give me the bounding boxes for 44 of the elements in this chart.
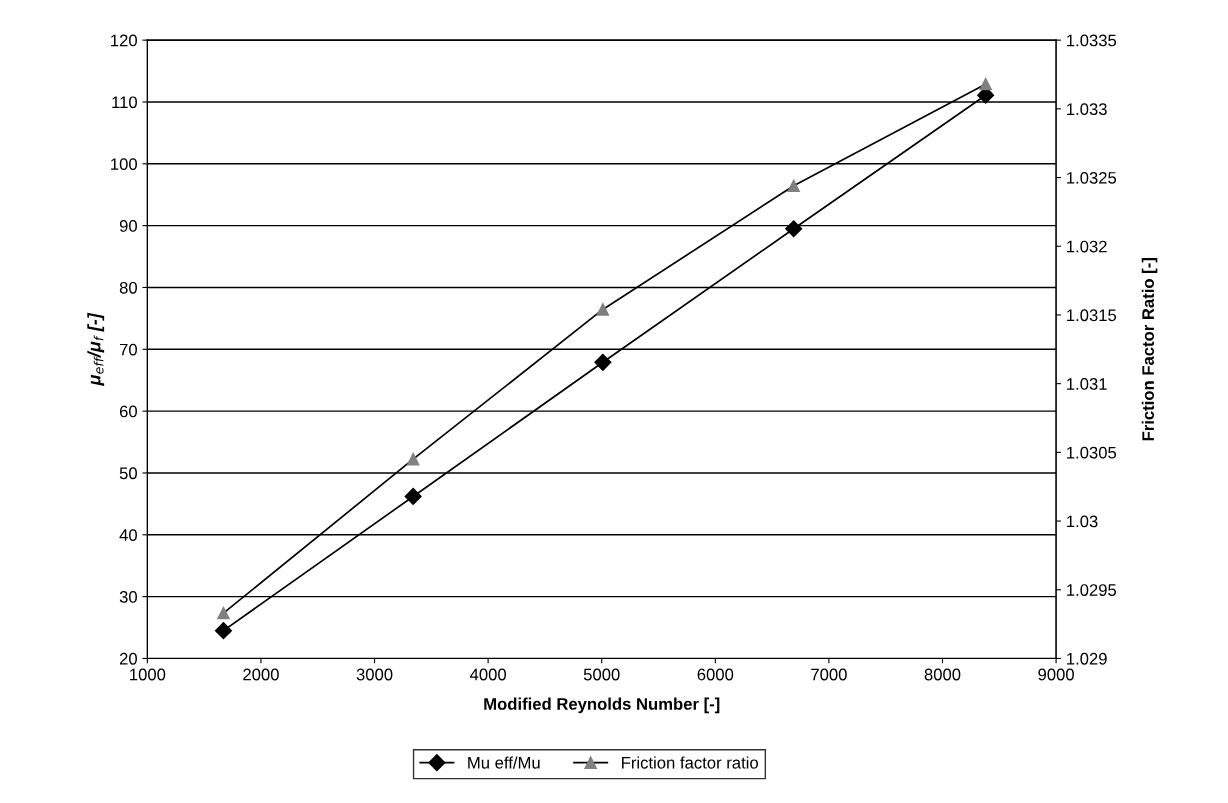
point [787, 179, 800, 193]
point [596, 303, 610, 316]
y2-tick-label: 1.032 [1067, 240, 1107, 253]
y2-tick-label: 1.0325 [1067, 171, 1117, 184]
y2-tick-label: 1.0315 [1067, 309, 1117, 322]
y-tick-label: 90 [119, 220, 137, 232]
point [214, 622, 233, 640]
x-tick-label: 9000 [1038, 668, 1074, 681]
y2-tick-label: 1.0305 [1067, 446, 1117, 459]
x-tick-label: 4000 [469, 668, 507, 681]
x-tick-label: 8000 [924, 668, 961, 681]
y2-tick-label: 1.029 [1067, 652, 1107, 665]
x-tick-label: 7000 [811, 668, 847, 681]
y-tick-label: 70 [119, 343, 137, 356]
x-tick-label: 1000 [130, 668, 166, 681]
legend-label: Friction factor ratio [622, 756, 758, 769]
y-tick-label: 100 [111, 158, 137, 171]
y-tick-label: 60 [119, 405, 137, 418]
y2-tick-label: 1.03 [1067, 515, 1098, 528]
y2-axis-title: Friction Factor Ratio [-] [1141, 258, 1158, 441]
y-axis-title: μ$_{eff}$/μ$_{f}$ [-] [87, 312, 105, 386]
point [979, 77, 992, 91]
y2-tick-label: 1.0295 [1067, 584, 1117, 596]
point [217, 606, 230, 620]
y-tick-label: 50 [119, 467, 137, 480]
x-tick-label: 3000 [356, 668, 393, 681]
point [404, 487, 422, 506]
y-tick-label: 40 [119, 529, 137, 541]
point [785, 220, 803, 238]
x-tick-label: 2000 [243, 668, 279, 681]
y-tick-label: 110 [112, 96, 137, 109]
y2-tick-label: 1.0335 [1067, 34, 1117, 47]
x-axis-title: Modified Reynolds Number [-] [484, 697, 720, 714]
point [406, 452, 420, 466]
y-tick-label: 120 [111, 34, 137, 47]
y2-tick-label: 1.031 [1067, 378, 1107, 390]
y-tick-label: 30 [119, 591, 137, 603]
y2-tick-label: 1.033 [1067, 103, 1107, 116]
x-tick-label: 6000 [697, 668, 734, 681]
x-tick-label: 5000 [583, 668, 620, 681]
y-tick-label: 80 [119, 281, 137, 294]
point [594, 353, 612, 371]
legend-label: Mu eff/Mu [468, 756, 540, 769]
y-tick-label: 20 [119, 652, 137, 665]
